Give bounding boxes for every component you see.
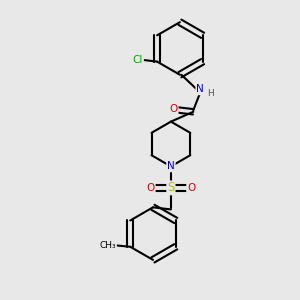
Text: H: H: [207, 89, 214, 98]
Text: O: O: [146, 183, 155, 193]
Text: Cl: Cl: [133, 55, 143, 65]
Text: S: S: [167, 182, 175, 194]
Text: O: O: [187, 183, 195, 193]
Text: N: N: [167, 161, 175, 171]
Text: O: O: [169, 104, 178, 114]
Text: N: N: [196, 84, 204, 94]
Text: CH₃: CH₃: [100, 241, 116, 250]
